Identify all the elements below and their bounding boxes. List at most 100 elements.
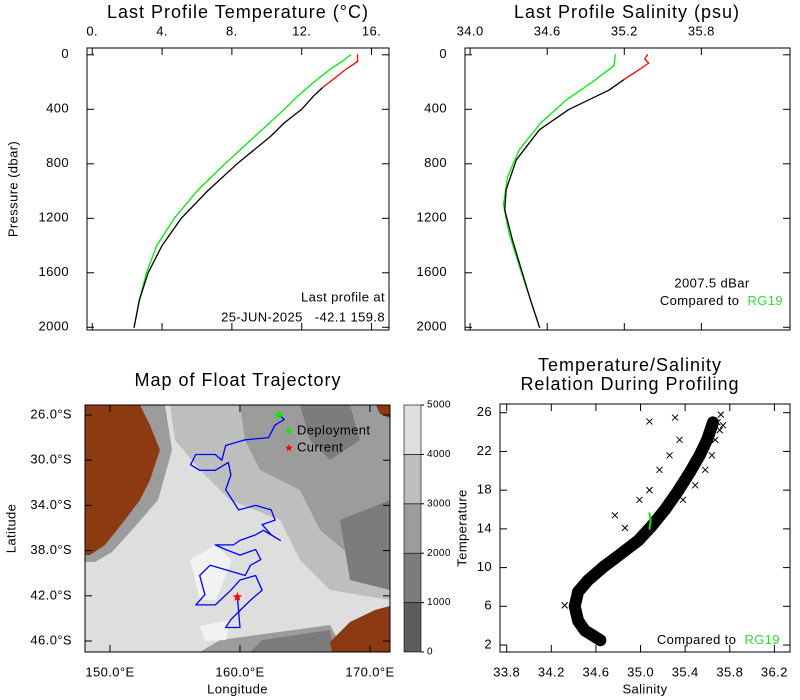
series-line: [504, 78, 625, 328]
scatter-point: [714, 419, 721, 426]
series-line: [133, 54, 352, 328]
scatter-point: [611, 511, 619, 519]
scatter-point: [717, 411, 725, 419]
bathymetry-shallow: [190, 545, 232, 600]
colorbar-label: 0: [427, 647, 433, 658]
colorbar-band: [403, 404, 422, 455]
y-tick-label: 26: [477, 404, 492, 419]
plot-frame: [84, 404, 391, 653]
scatter-point: [711, 436, 719, 444]
land: [85, 405, 160, 555]
y-tick-label: 800: [46, 155, 69, 170]
y-tick-label: 26.0°S: [30, 406, 72, 421]
annotation: 25-JUN-2025 -42.1 159.8: [221, 309, 385, 324]
y-tick-label: 22: [477, 443, 492, 458]
y-axis-label: Temperature: [454, 489, 469, 566]
y-tick-label: 800: [424, 155, 447, 170]
scatter-point: [636, 496, 643, 504]
scatter-point: [708, 451, 716, 459]
x-tick-label: 35.8: [688, 23, 715, 38]
y-tick-label: 42.0°S: [30, 587, 72, 602]
y-tick-label: 6: [484, 598, 492, 613]
x-tick-label: 8.: [226, 23, 238, 38]
y-tick-label: 46.0°S: [30, 632, 72, 647]
bathymetry: [85, 405, 390, 652]
y-tick-label: 1200: [38, 210, 69, 225]
colorbar-band: [403, 602, 422, 653]
scatter-point: [656, 466, 663, 474]
marker-star: [274, 409, 284, 419]
x-tick-label: 35.4: [672, 664, 699, 679]
x-tick-label: 34.0: [457, 23, 484, 38]
bathymetry-band: [340, 500, 390, 590]
bathymetry-band: [250, 630, 335, 652]
scatter-point: [719, 421, 727, 429]
x-tick-label: 34.6: [534, 23, 561, 38]
scatter-point: [676, 436, 683, 444]
series-line: [568, 416, 719, 647]
y-tick-label: 1600: [38, 264, 69, 279]
chart-title: Last Profile Temperature (°C): [107, 2, 369, 22]
series-line: [502, 54, 616, 328]
chart-title: Temperature/Salinity: [538, 355, 722, 375]
colorbar-band: [403, 552, 422, 603]
y-tick-label: 0: [61, 46, 69, 61]
scatter-point: [646, 418, 653, 425]
x-tick-label: 170.0°E: [345, 664, 394, 679]
y-tick-label: 14: [477, 520, 492, 535]
x-tick-label: 0.: [86, 23, 98, 38]
y-tick-label: 10: [477, 559, 492, 574]
legend-star: [285, 427, 293, 435]
colorbar-label: 4000: [427, 449, 451, 460]
x-axis-label: Longitude: [207, 681, 268, 696]
colorbar-label: 3000: [427, 498, 451, 509]
annotation: 2007.5 dBar: [674, 275, 750, 290]
y-tick-label: 2000: [416, 319, 447, 334]
series-line: [623, 54, 650, 80]
x-tick-label: 12.: [292, 23, 311, 38]
colorbar-label: 5000: [427, 400, 451, 411]
compare-note: Compared to RG19: [660, 293, 783, 308]
scatter-point: [646, 486, 653, 494]
bathymetry-band: [300, 405, 360, 460]
x-tick-label: 34.2: [538, 664, 565, 679]
scatter-point: [561, 601, 569, 609]
chart-title: Map of Float Trajectory: [134, 370, 341, 390]
x-tick-label: 16.: [362, 23, 381, 38]
y-tick-label: 30.0°S: [30, 452, 72, 467]
x-tick-label: 150.0°E: [85, 664, 134, 679]
compare-text: Compared to: [657, 632, 737, 647]
y-axis-label: Pressure (dbar): [5, 141, 20, 237]
legend-label: Current: [297, 439, 343, 454]
y-axis-label: Latitude: [3, 504, 18, 553]
bathymetry-band: [85, 405, 172, 562]
colorbar-label: 1000: [427, 597, 451, 608]
annotation: Last profile at: [301, 289, 385, 304]
chart-title: Last Profile Salinity (psu): [514, 2, 740, 22]
x-tick-label: 35.8: [716, 664, 743, 679]
y-tick-label: 0: [439, 46, 447, 61]
land: [330, 606, 390, 652]
y-tick-label: 1600: [416, 264, 447, 279]
compare-ref: RG19: [744, 632, 780, 647]
bathymetry-shallow: [200, 620, 230, 641]
y-tick-label: 2: [484, 636, 492, 651]
legend-star: [285, 444, 293, 452]
y-tick-label: 1200: [416, 210, 447, 225]
compare-text: Compared to: [660, 293, 740, 308]
compare-ref: RG19: [747, 293, 783, 308]
colorbar-band: [403, 454, 422, 505]
scatter-point: [701, 466, 709, 474]
plot-frame: [499, 403, 791, 653]
y-tick-label: 400: [424, 101, 447, 116]
y-tick-label: 34.0°S: [30, 497, 72, 512]
scatter-point: [679, 496, 687, 504]
x-tick-label: 35.2: [611, 23, 638, 38]
x-tick-label: 4.: [156, 23, 168, 38]
legend-label: Deployment: [297, 422, 370, 437]
chart-title: Relation During Profiling: [520, 374, 739, 394]
x-axis-label: Salinity: [622, 681, 667, 696]
scatter-point: [671, 414, 679, 421]
